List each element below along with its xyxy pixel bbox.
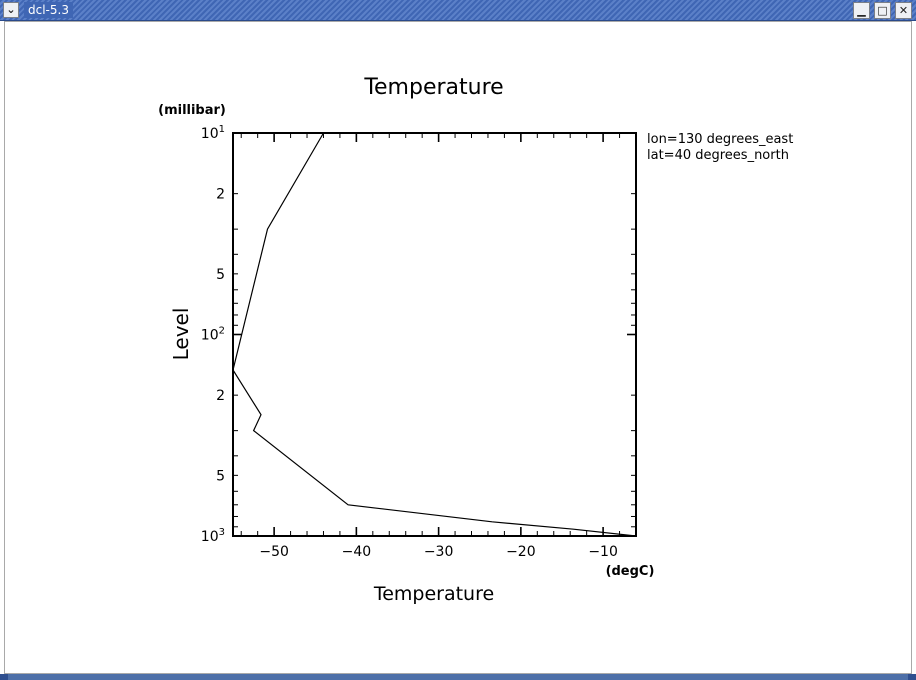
axis-tick-labels: −50 −40 −30 −20 −10 101 2 5 102 2 5 103 xyxy=(201,124,618,560)
resize-grip-right[interactable] xyxy=(908,674,916,680)
plot-canvas-area xyxy=(4,21,912,674)
series-line-0 xyxy=(232,132,637,537)
y-tick-label: 102 xyxy=(201,326,225,344)
x-tick-label: −40 xyxy=(342,544,372,560)
y-tick-label: 2 xyxy=(216,187,225,203)
x-tick-label: −30 xyxy=(424,544,454,560)
x-axis-label: Temperature xyxy=(373,583,494,605)
window-title: dcl-5.3 xyxy=(24,2,73,18)
maximize-icon[interactable]: □ xyxy=(874,2,891,19)
y-tick-label: 5 xyxy=(216,267,225,283)
y-axis-label: Level xyxy=(169,308,193,361)
y-tick-label: 5 xyxy=(216,468,225,484)
y-tick-label: 2 xyxy=(216,388,225,404)
title-bar[interactable]: ⌄ dcl-5.3 ▁ □ ✕ xyxy=(0,0,916,21)
minimize-icon[interactable]: ▁ xyxy=(853,2,870,19)
plot-frame xyxy=(232,132,637,537)
x-tick-label: −50 xyxy=(259,544,289,560)
y-axis-unit: (millibar) xyxy=(158,103,226,118)
close-icon[interactable]: ✕ xyxy=(895,2,912,19)
window-bottom-border xyxy=(0,674,916,680)
x-axis-unit: (degC) xyxy=(606,564,655,579)
series-layer xyxy=(232,132,637,537)
window-menu-icon[interactable]: ⌄ xyxy=(3,2,19,18)
annotation-lat: lat=40 degrees_north xyxy=(647,148,789,163)
resize-grip-left[interactable] xyxy=(0,674,8,680)
chart-title: Temperature xyxy=(363,75,503,100)
annotation-lon: lon=130 degrees_east xyxy=(647,132,793,147)
x-tick-label: −20 xyxy=(506,544,536,560)
y-tick-label: 101 xyxy=(201,124,225,142)
y-tick-label: 103 xyxy=(201,527,225,545)
axis-ticks xyxy=(233,132,637,536)
x-tick-label: −10 xyxy=(588,544,618,560)
